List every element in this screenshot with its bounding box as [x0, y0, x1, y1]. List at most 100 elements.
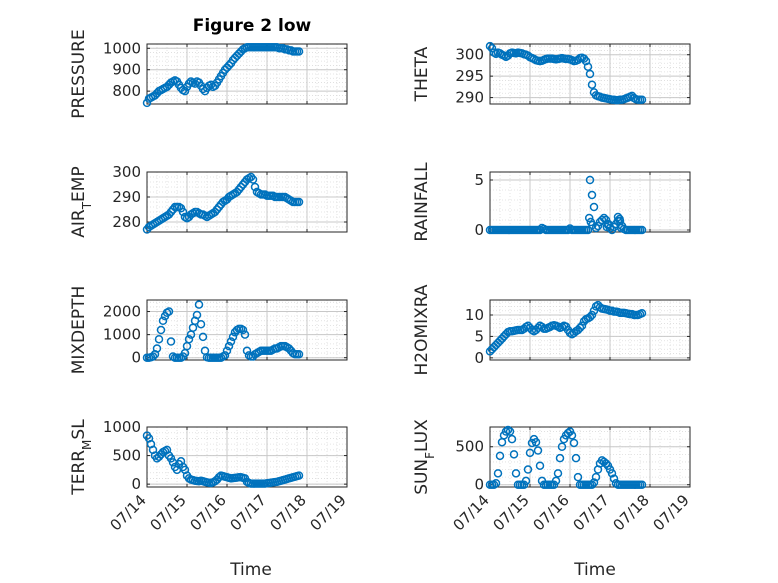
y-tick-label: 0	[474, 476, 484, 494]
data-point	[616, 223, 626, 233]
data-point	[493, 469, 503, 478]
y-tick-label: 10	[465, 306, 484, 324]
data-point	[525, 448, 535, 458]
data-point	[491, 478, 501, 488]
data-point	[505, 427, 515, 436]
data-point	[571, 453, 581, 463]
y-axis-label: PRESSURE	[69, 29, 89, 118]
data-point	[294, 471, 304, 480]
data-point	[575, 323, 585, 333]
data-point	[551, 476, 561, 486]
data-point	[609, 474, 619, 483]
data-point	[555, 453, 565, 463]
data-point	[242, 346, 252, 356]
data-point	[615, 214, 624, 224]
data-point	[601, 459, 611, 468]
y-tick-label: 5	[474, 327, 484, 345]
data-point	[511, 469, 521, 478]
y-tick-label: 290	[112, 188, 141, 206]
y-tick-label: 500	[112, 447, 141, 465]
data-point	[593, 221, 603, 231]
y-tick-label: 900	[112, 61, 141, 79]
data-point	[294, 349, 304, 359]
y-tick-label: 500	[455, 438, 484, 456]
data-point	[531, 437, 541, 447]
y-tick-label: 800	[112, 82, 141, 100]
axes-box	[146, 171, 348, 233]
data-point	[587, 310, 597, 320]
axes-box	[489, 171, 691, 233]
y-tick-label: 300	[112, 163, 141, 181]
data-point	[196, 319, 206, 329]
data-point	[507, 434, 517, 444]
axes-box	[146, 299, 348, 361]
data-point	[156, 325, 166, 335]
xlabel-left: Time	[229, 560, 272, 580]
subplot-5: 0 1000 2000 MIXDEPTH	[69, 286, 348, 375]
subplot-4: 0 5 RAINFALL	[412, 162, 691, 242]
data-point	[637, 480, 647, 489]
data-point	[577, 321, 587, 330]
y-axis-label: MIXDEPTH	[69, 286, 89, 375]
axes-box	[489, 43, 691, 105]
data-point	[521, 476, 531, 486]
data-point	[184, 334, 194, 344]
data-point	[487, 44, 497, 53]
y-tick-label: 2000	[103, 303, 141, 321]
data-point	[238, 325, 248, 335]
data-point	[604, 219, 613, 229]
subplot-1: 800 900 1000 PRESSURE	[69, 29, 348, 119]
y-tick-label: 0	[131, 475, 141, 493]
figure-title: Figure 2 low	[193, 16, 312, 36]
data-point	[587, 480, 597, 489]
data-point	[583, 225, 593, 235]
data-point	[194, 300, 204, 309]
data-point	[214, 473, 224, 482]
y-axis-label: TERRMSL	[69, 419, 94, 496]
y-tick-label: 0	[474, 349, 484, 367]
data-point	[591, 472, 601, 482]
data-point	[583, 62, 593, 71]
data-point	[178, 207, 188, 217]
y-tick-label: 0	[131, 349, 141, 367]
data-point	[294, 47, 304, 56]
y-axis-label: THETA	[412, 46, 432, 102]
y-tick-label: 5	[474, 171, 484, 189]
data-point	[589, 202, 599, 212]
data-point	[553, 469, 563, 478]
data-point	[637, 225, 647, 235]
data-point	[537, 322, 547, 332]
data-point	[248, 175, 258, 184]
data-point	[164, 307, 174, 316]
subplot-3: 280 290 300 AIRTEMP	[69, 163, 348, 238]
data-point	[294, 197, 304, 207]
data-point	[226, 337, 236, 346]
y-axis-label: RAINFALL	[412, 162, 432, 242]
data-point	[142, 98, 152, 108]
data-point	[148, 352, 158, 361]
data-point	[563, 225, 573, 235]
data-point	[587, 80, 597, 89]
y-axis-label: AIRTEMP	[69, 166, 94, 237]
y-tick-label: 300	[455, 46, 484, 64]
data-point	[637, 95, 647, 104]
y-tick-label: 1000	[103, 418, 141, 436]
data-point	[585, 312, 595, 322]
axes-box	[489, 299, 691, 361]
subplot-2: 290 295 300 THETA	[412, 41, 691, 107]
data-point	[535, 225, 545, 235]
data-point	[569, 438, 579, 448]
y-tick-label: 1000	[103, 326, 141, 344]
data-point	[597, 215, 607, 225]
data-point	[503, 425, 513, 435]
data-point	[228, 332, 238, 342]
data-point	[567, 431, 577, 440]
data-point	[585, 69, 595, 79]
data-point	[154, 334, 164, 344]
y-tick-label: 1000	[103, 39, 141, 57]
axes-box	[146, 426, 348, 488]
data-point	[588, 220, 597, 230]
data-point	[607, 469, 617, 478]
data-point	[533, 446, 543, 455]
